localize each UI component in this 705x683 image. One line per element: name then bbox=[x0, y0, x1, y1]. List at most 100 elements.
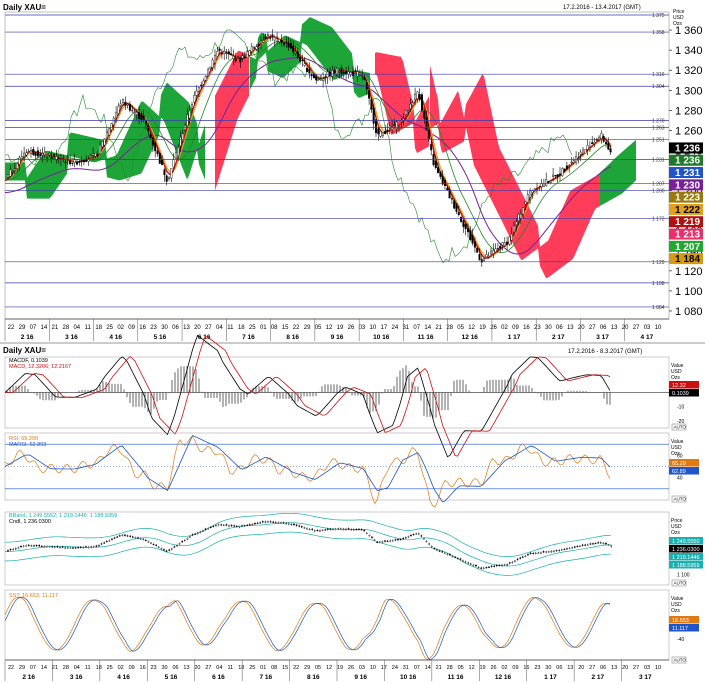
panel-axis-note: USD bbox=[671, 445, 682, 451]
rsi-legend-2: MARSI, 62.893 bbox=[9, 442, 46, 448]
bollinger-candle-body bbox=[293, 523, 295, 526]
price-x-day-label: 13 bbox=[183, 325, 190, 331]
bollinger-candle-body bbox=[545, 551, 548, 553]
bollinger-candle-body bbox=[443, 552, 446, 554]
bottom-x-day-label: 28 bbox=[63, 665, 69, 671]
bollinger-candle-body bbox=[342, 528, 345, 530]
candle-body bbox=[149, 134, 152, 139]
bollinger-candle-body bbox=[82, 547, 85, 549]
candle-body bbox=[402, 118, 405, 121]
candle-body bbox=[473, 241, 476, 248]
bollinger-candle-body bbox=[194, 533, 197, 535]
candle-body bbox=[239, 57, 242, 63]
candle-body bbox=[478, 254, 481, 260]
candle-body bbox=[607, 142, 610, 150]
candle-body bbox=[213, 55, 216, 64]
price-value-tag-label: 1 213 bbox=[675, 230, 700, 241]
panel-value-tag bbox=[669, 545, 703, 553]
candle bbox=[80, 156, 83, 167]
bollinger-candle-body bbox=[7, 550, 9, 552]
panel-axis-note: Ozs bbox=[671, 375, 680, 381]
auto-scale-button-label: AUTO bbox=[674, 425, 687, 430]
candle bbox=[151, 137, 154, 152]
price-x-day-label: 29 bbox=[19, 325, 26, 331]
auto-scale-button[interactable] bbox=[671, 579, 687, 587]
candle-body bbox=[600, 133, 603, 139]
candle-body bbox=[250, 46, 253, 52]
bottom-x-month-label: 10 16 bbox=[400, 674, 417, 681]
bollinger-candle-body bbox=[22, 545, 25, 547]
price-x-month-label: 8 16 bbox=[286, 334, 299, 341]
macd-y-tick-label: -10 bbox=[677, 405, 684, 411]
auto-scale-button[interactable] bbox=[671, 495, 687, 503]
candle-body bbox=[94, 153, 97, 157]
candle bbox=[292, 40, 295, 56]
bollinger-candle-body bbox=[303, 527, 306, 529]
auto-scale-button[interactable] bbox=[671, 656, 687, 664]
candle bbox=[418, 88, 421, 102]
price-x-day-label: 02 bbox=[117, 325, 124, 331]
bollinger-candle-body bbox=[79, 546, 82, 548]
candle bbox=[342, 69, 345, 79]
candle-body bbox=[315, 76, 318, 81]
candle-body bbox=[453, 200, 456, 209]
auto-scale-button[interactable] bbox=[671, 423, 687, 431]
candle bbox=[264, 33, 267, 40]
price-x-day-label: 26 bbox=[490, 325, 497, 331]
bollinger-candle-body bbox=[64, 547, 67, 549]
candle bbox=[322, 76, 325, 88]
candle-body bbox=[124, 101, 127, 106]
candle-body bbox=[144, 120, 147, 125]
candle-body bbox=[119, 103, 122, 107]
price-panel[interactable]: Daily XAU= 17.2.2016 - 13.4.2017 (GMT) P… bbox=[3, 3, 703, 341]
candle-body bbox=[434, 160, 437, 168]
candle bbox=[48, 151, 51, 158]
candle bbox=[69, 154, 72, 167]
bottom-x-day-label: 20 bbox=[194, 665, 200, 671]
bollinger-candle-body bbox=[183, 540, 186, 542]
candle bbox=[216, 46, 219, 58]
bottom-x-month-label: 6 16 bbox=[212, 674, 225, 681]
candle bbox=[138, 105, 141, 125]
bottom-x-day-label: 31 bbox=[403, 665, 409, 671]
candle bbox=[135, 109, 138, 120]
candle-body bbox=[471, 235, 474, 244]
stochastic-d-line bbox=[4, 596, 610, 661]
bollinger-candle-body bbox=[98, 545, 100, 547]
bollinger-candle-body bbox=[472, 564, 475, 566]
bollinger-candle-body bbox=[105, 540, 108, 542]
level-line-label: 1 129 bbox=[652, 260, 665, 266]
candle-body bbox=[398, 126, 401, 128]
bollinger-candle-body bbox=[402, 537, 405, 539]
bollinger-candle-body bbox=[326, 528, 329, 530]
candle-body bbox=[236, 56, 239, 58]
bottom-x-month-label: 11 16 bbox=[448, 674, 464, 681]
candle-body bbox=[200, 84, 203, 86]
bottom-x-day-label: 30 bbox=[545, 665, 551, 671]
price-x-day-label: 10 bbox=[370, 325, 377, 331]
bollinger-candle-body bbox=[521, 556, 524, 558]
candle-body bbox=[462, 220, 465, 228]
bollinger-candle-body bbox=[228, 525, 230, 527]
bollinger-candle-body bbox=[225, 524, 228, 526]
candle bbox=[381, 132, 384, 139]
bollinger-candle-body bbox=[165, 550, 168, 552]
candle-body bbox=[283, 42, 286, 46]
rsi-legend-1: RSI, 65.290 bbox=[9, 436, 38, 442]
bottom-x-day-label: 13 bbox=[567, 665, 573, 671]
candle-body bbox=[227, 51, 230, 54]
candle-body bbox=[292, 45, 295, 53]
price-x-month-label: 5 16 bbox=[154, 334, 167, 341]
candle-body bbox=[319, 79, 322, 81]
candle-body bbox=[117, 105, 120, 114]
ma-green-line bbox=[4, 39, 611, 254]
candle bbox=[303, 56, 306, 67]
candle-body bbox=[375, 119, 378, 133]
candle bbox=[103, 138, 106, 147]
candle bbox=[98, 140, 101, 156]
bollinger-candle-body bbox=[532, 553, 535, 555]
